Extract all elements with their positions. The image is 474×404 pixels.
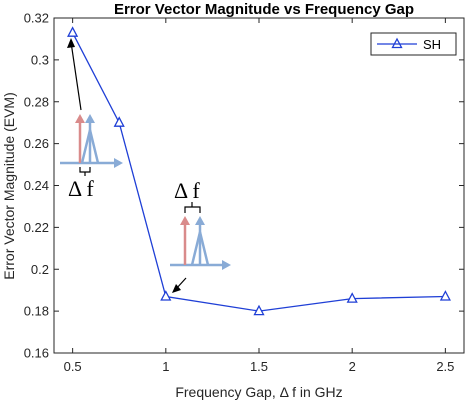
series-line-sh — [72, 32, 446, 312]
x-tick-label: 1.5 — [250, 359, 268, 374]
spectrum-baseline-arrowhead-2 — [222, 260, 231, 270]
y-axis-ticks: 0.16 0.18 0.2 0.22 0.24 0.26 0.28 0.3 0.32 — [24, 11, 464, 361]
plot-area — [53, 17, 465, 354]
carrier-blue-arrowhead-1 — [85, 114, 95, 123]
delta-f-label-2: Δ f — [174, 178, 200, 203]
delta-f-label-1: Δ f — [68, 176, 94, 201]
y-tick-label: 0.32 — [24, 11, 49, 26]
y-tick-label: 0.16 — [24, 346, 49, 361]
y-tick-label: 0.28 — [24, 94, 49, 109]
annotation-arrow-1 — [70, 41, 82, 111]
x-tick-label: 1 — [162, 359, 169, 374]
chart-title: Error Vector Magnitude vs Frequency Gap — [114, 1, 414, 18]
x-tick-label: 2.5 — [436, 359, 454, 374]
y-tick-label: 0.26 — [24, 136, 49, 151]
y-tick-label: 0.18 — [24, 304, 49, 319]
x-axis-label: Frequency Gap, Δ f in GHz — [175, 384, 342, 400]
series-sh — [67, 26, 451, 316]
legend-label-sh: SH — [423, 37, 441, 52]
data-point — [253, 304, 265, 316]
carrier-blue-arrowhead-2 — [195, 216, 205, 225]
y-tick-label: 0.3 — [31, 52, 49, 67]
spectrum-triangle-1 — [80, 129, 100, 164]
x-tick-label: 0.5 — [64, 359, 82, 374]
annotation-arrowhead-1 — [67, 38, 75, 48]
legend-marker-sh — [391, 37, 403, 49]
data-point — [346, 292, 358, 303]
data-point — [160, 290, 172, 301]
legend: SH — [370, 32, 457, 56]
y-tick-label: 0.24 — [24, 178, 49, 193]
gap-brace-2 — [184, 202, 201, 213]
spectrum-baseline-arrowhead-1 — [114, 158, 123, 168]
y-tick-label: 0.2 — [31, 262, 49, 277]
data-point — [113, 116, 125, 127]
x-axis-ticks: 0.5 1 1.5 2 2.5 — [64, 18, 454, 374]
annotation-arrowhead-2 — [172, 284, 181, 293]
annotation-top-left: Δ f — [60, 38, 123, 201]
y-tick-label: 0.22 — [24, 220, 49, 235]
carrier-red-arrowhead-2 — [180, 216, 190, 225]
carrier-red-arrowhead-1 — [75, 114, 85, 123]
annotation-center: Δ f — [170, 178, 231, 293]
y-axis-label: Error Vector Magnitude (EVM) — [1, 92, 17, 280]
gap-brace-1 — [79, 167, 91, 176]
data-point — [67, 26, 79, 37]
spectrum-triangle-2 — [190, 231, 210, 266]
x-tick-label: 2 — [349, 359, 356, 374]
data-point — [439, 290, 451, 301]
